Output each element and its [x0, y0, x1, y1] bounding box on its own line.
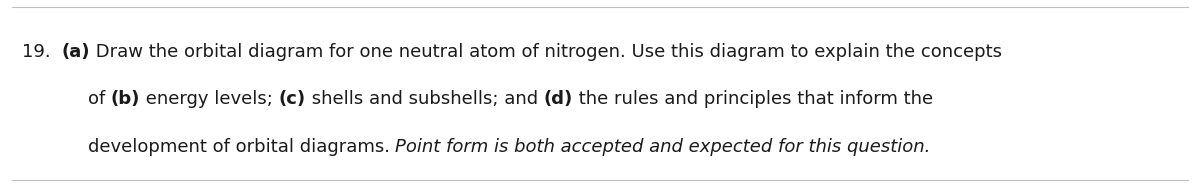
- Text: (c): (c): [278, 90, 306, 108]
- Text: development of orbital diagrams.: development of orbital diagrams.: [88, 138, 395, 156]
- Text: the rules and principles that inform the: the rules and principles that inform the: [572, 90, 932, 108]
- Text: shells and subshells; and: shells and subshells; and: [306, 90, 544, 108]
- Text: Draw the orbital diagram for one neutral atom of nitrogen. Use this diagram to e: Draw the orbital diagram for one neutral…: [90, 43, 1002, 61]
- Text: (a): (a): [61, 43, 90, 61]
- Text: 19.: 19.: [22, 43, 50, 61]
- Text: energy levels;: energy levels;: [140, 90, 278, 108]
- Text: (b): (b): [110, 90, 140, 108]
- Text: (d): (d): [544, 90, 572, 108]
- Text: Point form is both accepted and expected for this question.: Point form is both accepted and expected…: [395, 138, 931, 156]
- Text: of: of: [88, 90, 110, 108]
